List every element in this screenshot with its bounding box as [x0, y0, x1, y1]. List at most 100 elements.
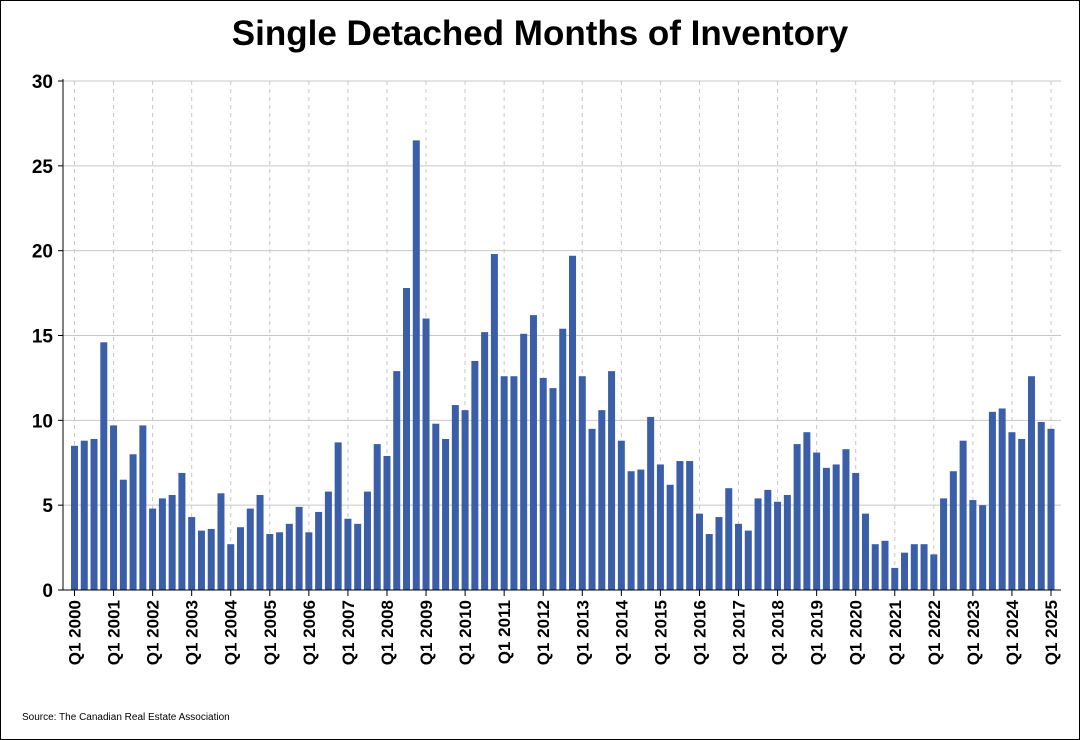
bar — [1037, 422, 1045, 590]
y-tick-label: 25 — [32, 157, 54, 178]
bar — [510, 376, 518, 590]
bar — [842, 449, 850, 590]
bar — [676, 461, 684, 590]
x-tick-label: Q1 2022 — [925, 600, 944, 665]
bar — [725, 488, 733, 590]
x-tick-label: Q1 2013 — [573, 600, 592, 665]
bar — [774, 501, 782, 590]
x-tick-label: Q1 2012 — [534, 600, 553, 665]
x-tick-label: Q1 2005 — [261, 600, 280, 665]
bar — [403, 287, 411, 590]
bar — [666, 484, 674, 590]
bar — [588, 428, 596, 590]
bar — [100, 342, 108, 590]
bar — [90, 438, 98, 590]
bar — [832, 464, 840, 590]
bar — [656, 464, 664, 590]
bar — [1008, 432, 1016, 590]
bar — [598, 410, 606, 590]
bar — [432, 423, 440, 590]
bar — [246, 508, 254, 590]
bar — [695, 513, 703, 590]
bar — [988, 411, 996, 590]
bar — [647, 416, 655, 590]
bar — [461, 410, 469, 590]
bar — [783, 494, 791, 590]
y-tick-label: 10 — [32, 411, 53, 432]
bar — [920, 544, 928, 590]
bar — [305, 532, 313, 590]
x-tick-label: Q1 2010 — [456, 600, 475, 665]
bar — [608, 371, 616, 590]
bar — [764, 489, 772, 590]
x-tick-label: Q1 2016 — [690, 600, 709, 665]
bar — [383, 455, 391, 590]
bar — [813, 452, 821, 590]
bar — [549, 388, 557, 590]
bar — [793, 444, 801, 590]
bar — [217, 493, 225, 590]
bar — [803, 432, 811, 590]
bar — [822, 467, 830, 590]
bar — [227, 544, 235, 590]
bar — [901, 552, 909, 590]
bar — [998, 408, 1006, 590]
x-tick-label: Q1 2025 — [1042, 600, 1061, 665]
bar — [119, 479, 127, 590]
y-tick-label: 0 — [42, 581, 53, 602]
x-tick-label: Q1 2021 — [886, 600, 905, 665]
bar — [735, 523, 743, 590]
bar — [237, 527, 245, 590]
bar — [529, 315, 537, 590]
x-tick-label: Q1 2007 — [339, 600, 358, 665]
bar — [500, 376, 508, 590]
bar — [178, 472, 186, 590]
x-tick-label: Q1 2014 — [612, 599, 631, 665]
bar — [754, 498, 762, 590]
bar — [412, 140, 420, 590]
bar — [373, 444, 381, 590]
bar — [686, 461, 694, 590]
bar — [744, 530, 752, 590]
bar — [276, 532, 284, 590]
bar — [80, 440, 88, 590]
bar — [979, 505, 987, 590]
bar — [71, 445, 78, 590]
x-tick-label: Q1 2006 — [300, 600, 319, 665]
chart-title: Single Detached Months of Inventory — [231, 14, 849, 53]
x-tick-label: Q1 2004 — [222, 599, 241, 665]
x-tick-label: Q1 2023 — [964, 600, 983, 665]
x-tick-label: Q1 2001 — [105, 600, 124, 665]
bar — [324, 491, 332, 590]
bar — [861, 513, 869, 590]
x-tick-label: Q1 2020 — [847, 600, 866, 665]
x-tick-label: Q1 2002 — [144, 600, 163, 665]
bar — [949, 471, 957, 590]
bar — [334, 442, 342, 590]
x-tick-label: Q1 2024 — [1003, 599, 1022, 665]
x-tick-label: Q1 2011 — [495, 600, 514, 664]
bar — [930, 554, 938, 590]
bar — [881, 540, 889, 590]
bar — [617, 440, 625, 590]
bar — [110, 425, 118, 590]
bar — [451, 405, 459, 590]
x-tick-label: Q1 2003 — [183, 600, 202, 665]
x-tick-label: Q1 2019 — [808, 600, 827, 665]
bar — [940, 498, 948, 590]
bar — [168, 494, 176, 590]
bar — [910, 544, 918, 590]
x-tick-label: Q1 2008 — [378, 600, 397, 665]
y-tick-label: 20 — [32, 242, 53, 263]
bar — [969, 500, 977, 590]
bar — [363, 491, 371, 590]
bar — [315, 511, 323, 590]
x-tick-label: Q1 2018 — [769, 600, 788, 665]
bar — [471, 360, 479, 590]
bar — [442, 438, 450, 590]
bar — [295, 506, 303, 590]
bar — [1018, 438, 1026, 590]
bar — [539, 377, 547, 590]
bar — [852, 472, 860, 590]
